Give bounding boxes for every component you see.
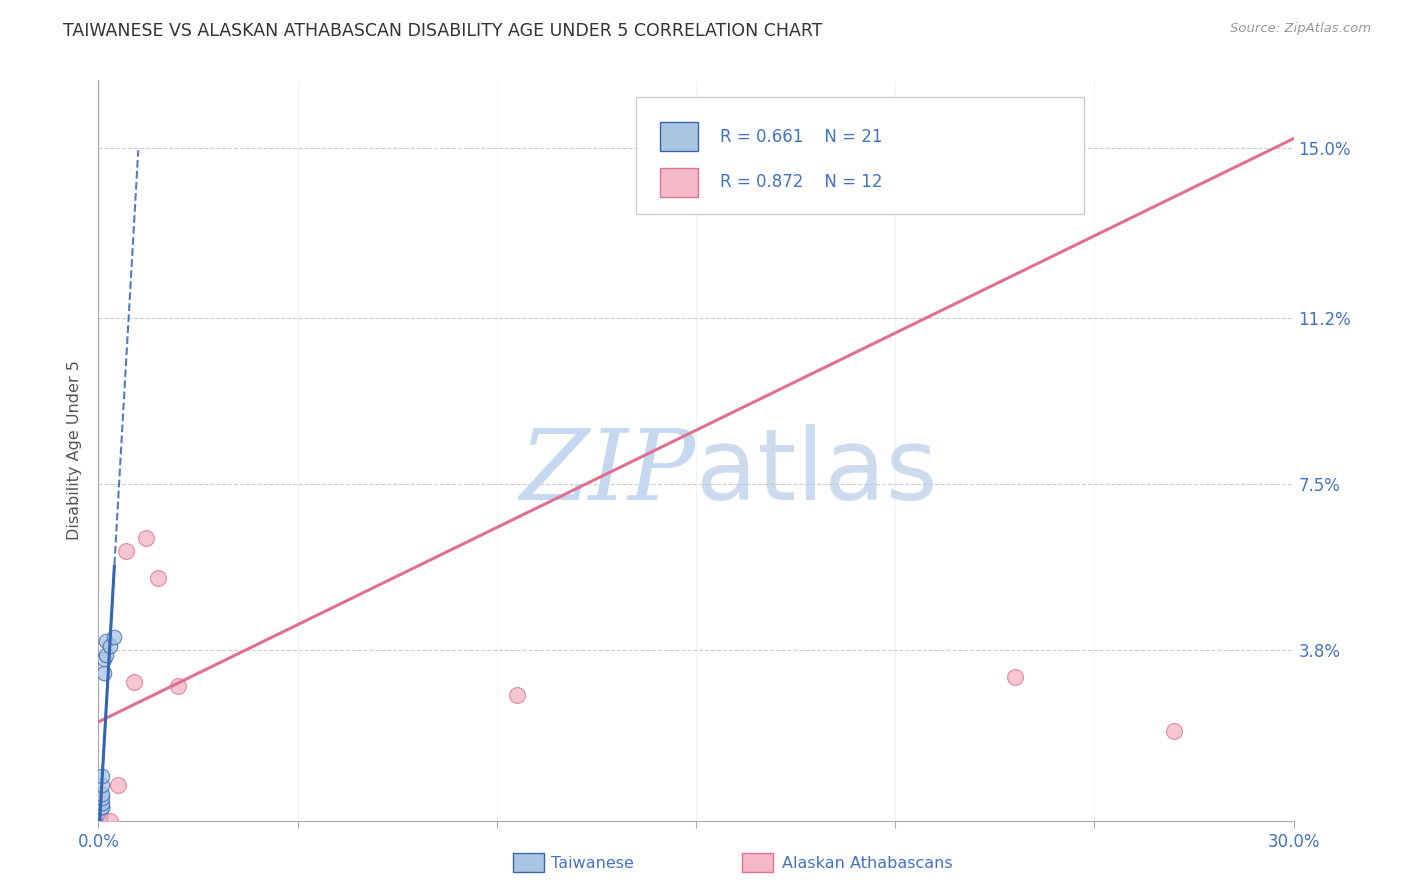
Text: R = 0.872    N = 12: R = 0.872 N = 12 <box>720 173 883 192</box>
Point <box>89 805 111 819</box>
Y-axis label: Disability Age Under 5: Disability Age Under 5 <box>67 360 83 541</box>
Point <box>844 186 866 200</box>
Point <box>107 778 129 792</box>
Text: R = 0.661    N = 21: R = 0.661 N = 21 <box>720 128 883 145</box>
Point <box>89 814 111 828</box>
Point <box>93 665 115 680</box>
Point <box>90 796 112 810</box>
Text: atlas: atlas <box>696 425 938 521</box>
Point <box>96 634 118 648</box>
Point <box>1004 670 1026 684</box>
Point <box>89 814 111 828</box>
Text: Taiwanese: Taiwanese <box>551 856 634 871</box>
Point <box>124 674 146 689</box>
Point <box>1163 723 1185 738</box>
Point <box>89 814 111 828</box>
Point <box>91 769 114 783</box>
Bar <box>661 169 699 196</box>
Point <box>91 778 114 792</box>
Point <box>89 814 111 828</box>
Point <box>90 800 112 814</box>
Point <box>135 531 157 545</box>
Point <box>91 791 114 805</box>
Point <box>90 800 112 814</box>
Point <box>115 544 138 558</box>
Point <box>98 639 122 653</box>
Point <box>103 630 125 644</box>
Text: ZIP: ZIP <box>520 425 696 520</box>
Point <box>167 679 190 693</box>
Point <box>98 814 122 828</box>
Point <box>89 805 111 819</box>
Point <box>93 652 115 666</box>
Point <box>91 787 114 801</box>
Point <box>506 688 529 702</box>
Point <box>89 809 111 823</box>
Text: Alaskan Athabascans: Alaskan Athabascans <box>782 856 952 871</box>
Text: TAIWANESE VS ALASKAN ATHABASCAN DISABILITY AGE UNDER 5 CORRELATION CHART: TAIWANESE VS ALASKAN ATHABASCAN DISABILI… <box>63 22 823 40</box>
Text: Source: ZipAtlas.com: Source: ZipAtlas.com <box>1230 22 1371 36</box>
FancyBboxPatch shape <box>637 96 1084 213</box>
Point <box>89 809 111 823</box>
Bar <box>661 122 699 151</box>
Point <box>685 140 707 154</box>
Point <box>148 571 170 585</box>
Point <box>96 648 118 662</box>
